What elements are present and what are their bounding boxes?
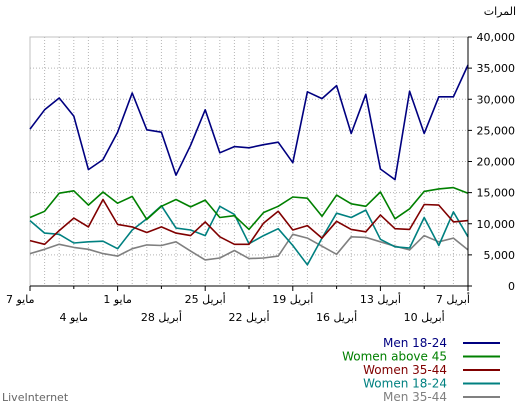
y-tick-label: 20,000 — [477, 156, 516, 169]
y-tick-label: 15,000 — [477, 187, 516, 200]
x-ticks: 7 مايو 1 مايو 25 أبريل 19 أبريل 13 أبريل 7 أب… — [6, 286, 470, 324]
legend-label: Women 18-24 — [363, 377, 447, 391]
y-tick-label: 5,000 — [484, 249, 516, 262]
y-tick-label: 30,000 — [477, 93, 516, 106]
x-tick-label: 4 مايو — [60, 311, 89, 324]
y-tick-label: 25,000 — [477, 124, 516, 137]
legend-label: Women 35-44 — [363, 363, 447, 377]
y-ticks: 0 5,000 10,000 15,000 20,000 25,000 30,000 35,0… — [468, 31, 515, 293]
legend-label: Men 35-44 — [383, 390, 447, 404]
series-line — [29, 186, 469, 231]
y-tick-label: 35,000 — [477, 62, 516, 75]
x-tick-label: 19 أبريل — [272, 292, 313, 306]
x-tick-label: 25 أبريل — [185, 292, 226, 306]
y-axis-title: المرات — [484, 5, 516, 18]
x-tick-label: 16 أبريل — [316, 310, 357, 324]
series-line — [29, 198, 469, 246]
footer-brand: LiveInternet — [2, 391, 69, 404]
series-line — [29, 64, 469, 181]
x-tick-label: 7 مايو — [6, 293, 35, 306]
y-tick-label: 10,000 — [477, 218, 516, 231]
x-tick-label: 28 أبريل — [141, 310, 182, 324]
y-tick-label: 0 — [508, 280, 515, 293]
legend-label: Men 18-24 — [383, 336, 447, 350]
x-tick-label: 10 أبريل — [404, 310, 445, 324]
legend-label: Women above 45 — [342, 350, 447, 364]
x-tick-label: 13 أبريل — [360, 292, 401, 306]
series-layer — [29, 64, 469, 266]
y-tick-label: 40,000 — [477, 31, 516, 44]
x-tick-label: 22 أبريل — [228, 310, 269, 324]
x-tick-label: 7 أبريل — [436, 292, 470, 306]
x-tick-label: 1 مايو — [103, 293, 132, 306]
